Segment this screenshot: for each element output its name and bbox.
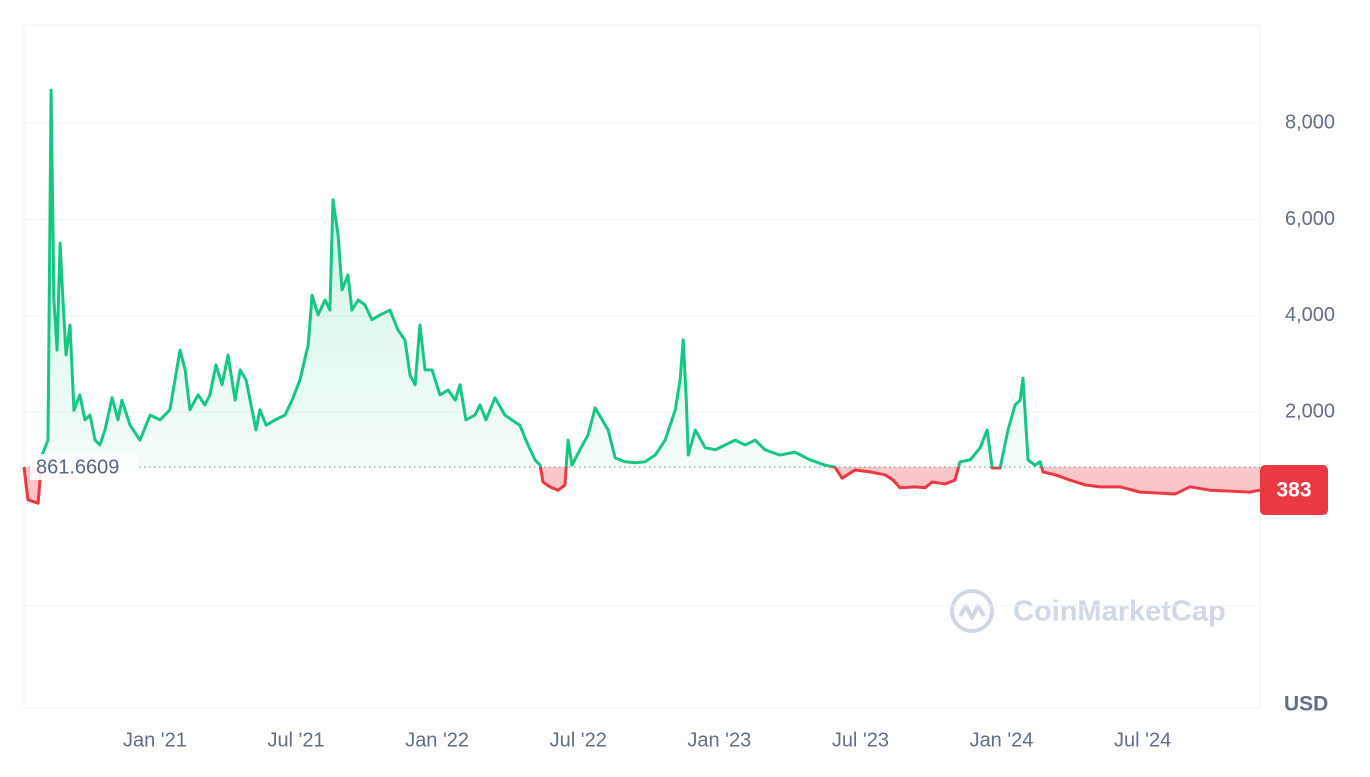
y-tick-label: 2,000	[1285, 400, 1335, 422]
plot-frame	[23, 24, 1261, 709]
area-fill-below	[24, 467, 1260, 504]
watermark-logo-mark	[958, 604, 986, 620]
baseline-label-bg	[30, 454, 138, 481]
x-tick-label: Jul '24	[1114, 729, 1171, 751]
price-line-above	[24, 88, 1044, 468]
x-tick-label: Jan '22	[405, 729, 469, 751]
watermark-logo	[950, 589, 994, 633]
x-tick-label: Jul '21	[267, 729, 324, 751]
unit-label: USD	[1284, 693, 1328, 716]
x-tick-label: Jul '23	[832, 729, 889, 751]
x-tick-label: Jul '22	[550, 729, 607, 751]
x-tick-label: Jan '21	[123, 729, 187, 751]
y-tick-label: 8,000	[1285, 112, 1335, 134]
y-tick-label: 6,000	[1285, 208, 1335, 230]
baseline-label: 861.6609	[36, 456, 119, 478]
watermark: CoinMarketCap	[950, 589, 1226, 633]
x-tick-label: Jan '24	[970, 729, 1034, 751]
area-fill-above	[24, 90, 1260, 468]
watermark-text: CoinMarketCap	[1013, 596, 1226, 628]
y-tick-label: 4,000	[1285, 304, 1335, 326]
x-tick-label: Jan '23	[687, 729, 751, 751]
price-tag-label: 383	[1276, 479, 1311, 502]
price-tag	[1260, 465, 1328, 516]
